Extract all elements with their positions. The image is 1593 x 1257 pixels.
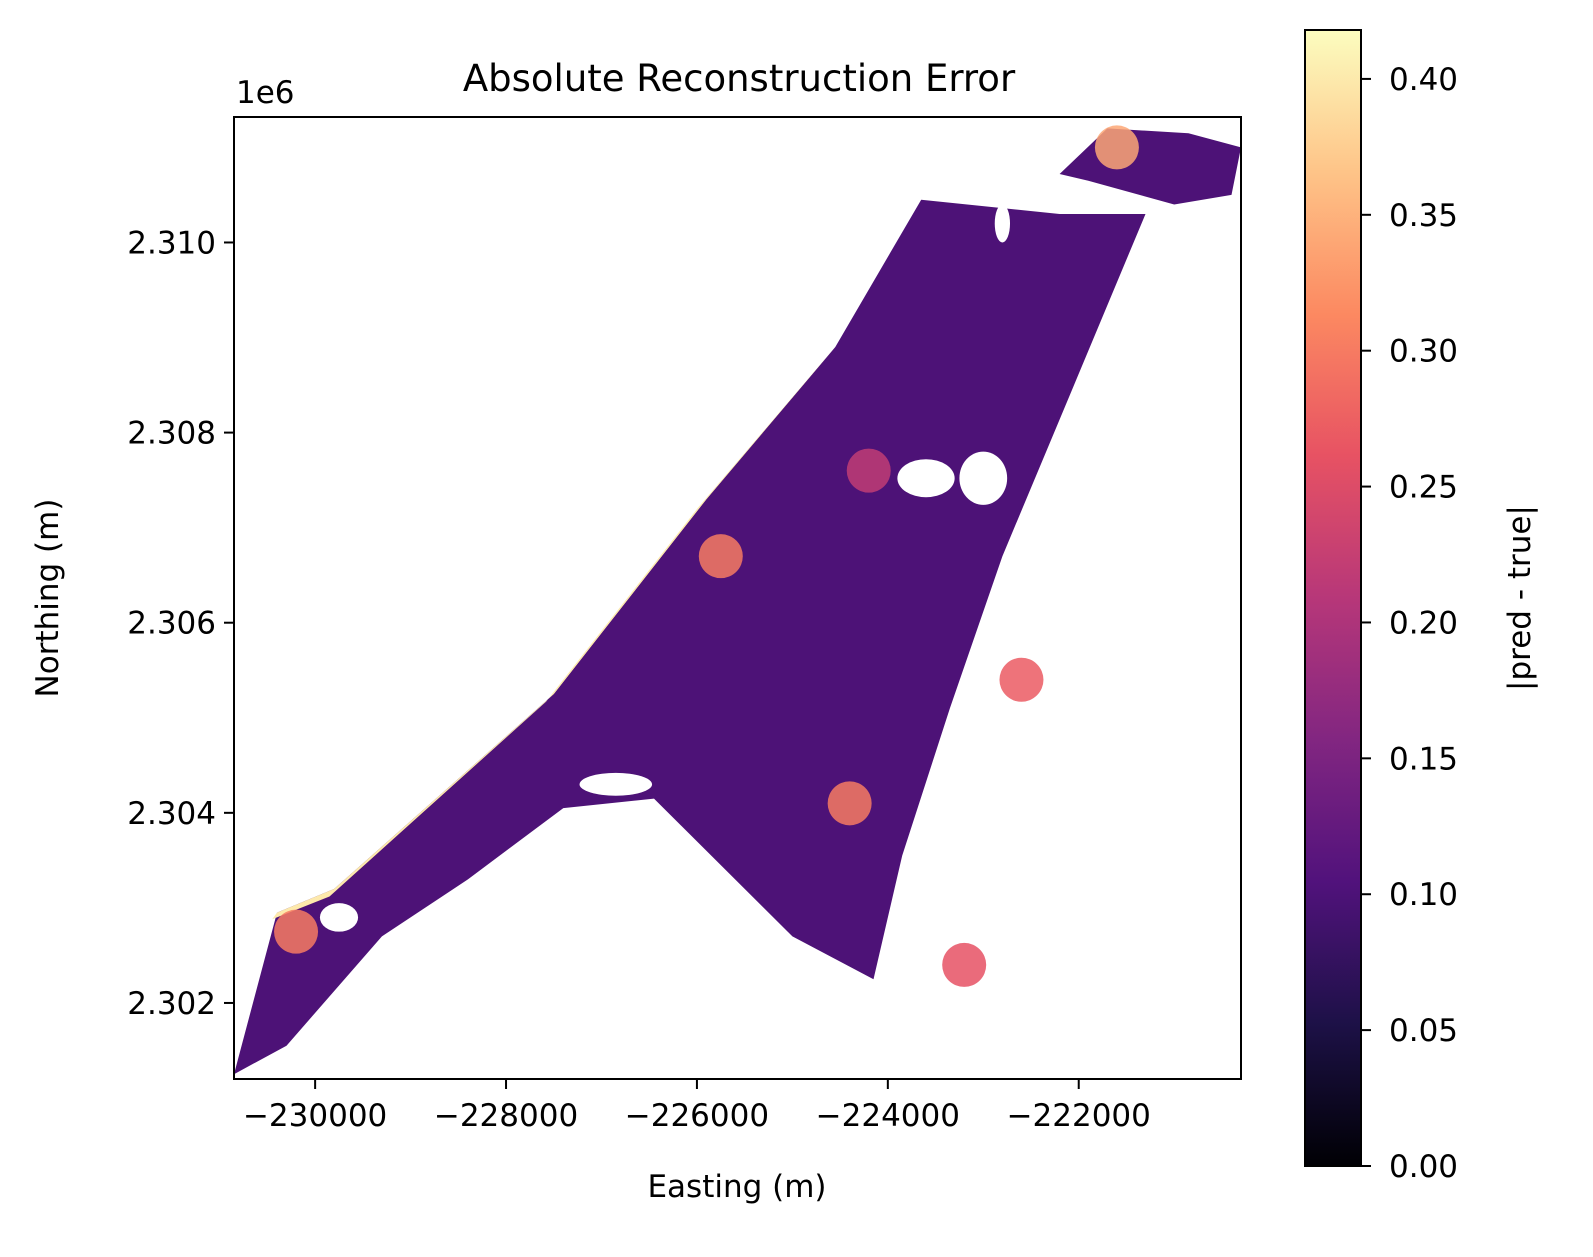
colorbar-tick-label: 0.05	[1389, 1013, 1458, 1049]
y-tick-label: 2.302	[127, 986, 216, 1022]
x-tick-label: −222000	[1007, 1098, 1151, 1134]
y-tick-label: 2.304	[127, 796, 216, 832]
error-hotspot	[846, 448, 891, 493]
no-data-hole	[579, 772, 653, 796]
no-data-hole	[994, 204, 1011, 243]
y-tick-label: 2.310	[127, 225, 216, 261]
no-data-hole	[897, 459, 955, 498]
chart-title: Absolute Reconstruction Error	[463, 57, 1016, 100]
colorbar-tick-label: 0.35	[1389, 198, 1458, 234]
error-hotspot	[827, 781, 872, 826]
colorbar-tick-label: 0.30	[1389, 334, 1458, 370]
error-hotspots	[274, 125, 1139, 987]
error-hotspot	[999, 657, 1044, 702]
main-error-region	[234, 199, 1146, 1075]
y-tick-label: 2.306	[127, 606, 216, 642]
x-tick-label: −224000	[816, 1098, 960, 1134]
y-axis-label: Northing (m)	[30, 499, 66, 698]
no-data-hole	[959, 451, 1008, 505]
colorbar-tick-label: 0.15	[1389, 741, 1458, 777]
colorbar: 0.00 0.05 0.10 0.15 0.20 0.25 0.30 0.35 0.40 |pr…	[1304, 29, 1538, 1185]
north-error-patch	[1059, 128, 1241, 205]
error-hotspot	[698, 534, 743, 579]
colorbar-tick-label: 0.10	[1389, 877, 1458, 913]
y-tick-label: 2.308	[127, 416, 216, 452]
colorbar-tick-label: 0.40	[1389, 62, 1458, 98]
x-axis-ticks: −230000 −228000 −226000 −224000 −222000	[243, 1079, 1151, 1134]
plot-area: −230000 −228000 −226000 −224000 −222000 2.30…	[127, 116, 1242, 1134]
no-data-hole	[319, 903, 359, 932]
y-offset-label: 1e6	[236, 75, 295, 111]
x-tick-label: −230000	[243, 1098, 387, 1134]
error-hotspot	[274, 909, 319, 954]
colorbar-tick-label: 0.00	[1389, 1149, 1458, 1185]
colorbar-tick-label: 0.20	[1389, 605, 1458, 641]
heatmap-layer	[234, 125, 1241, 1075]
x-tick-label: −226000	[625, 1098, 769, 1134]
error-hotspot	[1094, 125, 1139, 170]
colorbar-label: |pred - true|	[1502, 505, 1538, 691]
colorbar-tick-label: 0.25	[1389, 470, 1458, 506]
axes-frame	[233, 116, 1242, 1080]
error-hotspot	[942, 942, 987, 987]
x-tick-label: −228000	[434, 1098, 578, 1134]
colorbar-ticks: 0.00 0.05 0.10 0.15 0.20 0.25 0.30 0.35 0.40	[1361, 62, 1458, 1185]
colorbar-gradient	[1304, 29, 1362, 1167]
x-axis-label: Easting (m)	[647, 1169, 826, 1205]
no-data-holes	[319, 204, 1011, 932]
y-axis-ticks: 2.302 2.304 2.306 2.308 2.310	[127, 225, 234, 1022]
